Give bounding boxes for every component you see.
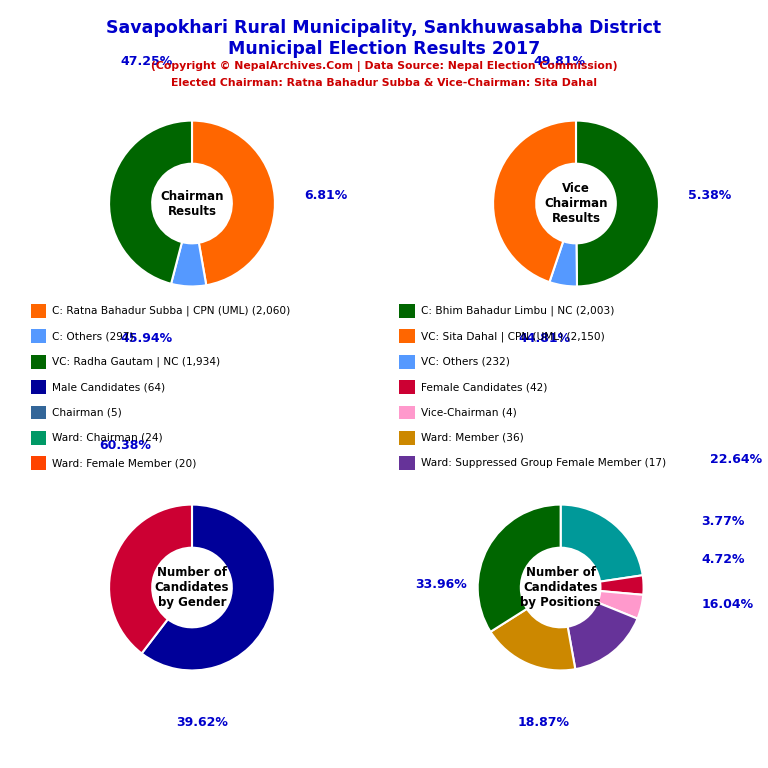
Text: 44.81%: 44.81% xyxy=(519,333,571,346)
Wedge shape xyxy=(141,505,275,670)
Text: Number of
Candidates
by Gender: Number of Candidates by Gender xyxy=(154,566,230,609)
Text: Municipal Election Results 2017: Municipal Election Results 2017 xyxy=(228,40,540,58)
Wedge shape xyxy=(576,121,659,286)
Text: 5.38%: 5.38% xyxy=(688,190,731,203)
Text: Male Candidates (64): Male Candidates (64) xyxy=(52,382,165,392)
Text: Ward: Chairman (24): Ward: Chairman (24) xyxy=(52,432,163,443)
Wedge shape xyxy=(549,241,577,286)
Wedge shape xyxy=(561,505,643,581)
Wedge shape xyxy=(192,121,275,285)
Wedge shape xyxy=(598,591,644,619)
Text: VC: Radha Gautam | NC (1,934): VC: Radha Gautam | NC (1,934) xyxy=(52,356,220,367)
Text: Chairman
Results: Chairman Results xyxy=(161,190,223,217)
Text: 18.87%: 18.87% xyxy=(518,717,570,730)
Text: 3.77%: 3.77% xyxy=(702,515,745,528)
Text: 16.04%: 16.04% xyxy=(702,598,753,611)
Wedge shape xyxy=(478,505,561,632)
Text: Ward: Suppressed Group Female Member (17): Ward: Suppressed Group Female Member (17… xyxy=(421,458,666,468)
Text: Number of
Candidates
by Positions: Number of Candidates by Positions xyxy=(520,566,601,609)
Text: Female Candidates (42): Female Candidates (42) xyxy=(421,382,548,392)
Text: 49.81%: 49.81% xyxy=(534,55,585,68)
Text: 4.72%: 4.72% xyxy=(702,553,745,566)
Text: 33.96%: 33.96% xyxy=(415,578,467,591)
Wedge shape xyxy=(568,602,637,669)
Text: Vice-Chairman (4): Vice-Chairman (4) xyxy=(421,407,517,418)
Text: Ward: Member (36): Ward: Member (36) xyxy=(421,432,524,443)
Text: VC: Others (232): VC: Others (232) xyxy=(421,356,510,367)
Text: C: Ratna Bahadur Subba | CPN (UML) (2,060): C: Ratna Bahadur Subba | CPN (UML) (2,06… xyxy=(52,306,290,316)
Text: VC: Sita Dahal | CPN (UML) (2,150): VC: Sita Dahal | CPN (UML) (2,150) xyxy=(421,331,604,342)
Text: 22.64%: 22.64% xyxy=(710,453,762,466)
Wedge shape xyxy=(491,609,575,670)
Wedge shape xyxy=(493,121,576,282)
Text: (Copyright © NepalArchives.Com | Data Source: Nepal Election Commission): (Copyright © NepalArchives.Com | Data So… xyxy=(151,61,617,71)
Text: C: Bhim Bahadur Limbu | NC (2,003): C: Bhim Bahadur Limbu | NC (2,003) xyxy=(421,306,614,316)
Wedge shape xyxy=(600,575,644,595)
Text: C: Others (297): C: Others (297) xyxy=(52,331,134,342)
Text: 45.94%: 45.94% xyxy=(121,333,173,346)
Text: Ward: Female Member (20): Ward: Female Member (20) xyxy=(52,458,197,468)
Text: Elected Chairman: Ratna Bahadur Subba & Vice-Chairman: Sita Dahal: Elected Chairman: Ratna Bahadur Subba & … xyxy=(171,78,597,88)
Wedge shape xyxy=(171,242,207,286)
Text: 6.81%: 6.81% xyxy=(304,190,347,203)
Text: 39.62%: 39.62% xyxy=(177,717,228,730)
Text: 60.38%: 60.38% xyxy=(100,439,151,452)
Text: 47.25%: 47.25% xyxy=(121,55,173,68)
Text: Chairman (5): Chairman (5) xyxy=(52,407,122,418)
Wedge shape xyxy=(109,505,192,654)
Wedge shape xyxy=(109,121,192,284)
Text: Vice
Chairman
Results: Vice Chairman Results xyxy=(545,182,607,225)
Text: Savapokhari Rural Municipality, Sankhuwasabha District: Savapokhari Rural Municipality, Sankhuwa… xyxy=(107,19,661,37)
